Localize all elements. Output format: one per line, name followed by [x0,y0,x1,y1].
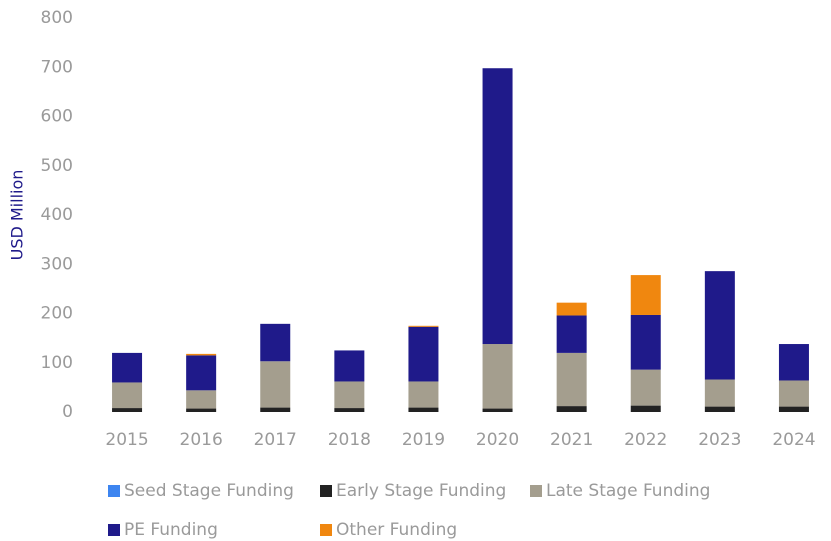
x-tick-label: 2020 [476,430,519,450]
bar-segment [704,379,735,407]
legend-swatch [320,524,332,536]
x-tick-label: 2021 [550,430,593,450]
x-tick-label: 2017 [254,430,297,450]
bar-segment [112,382,143,409]
y-tick-label: 400 [41,205,73,225]
legend-swatch [320,485,332,497]
bar-segment [630,275,661,315]
legend-label: Seed Stage Funding [124,481,294,501]
y-tick-label: 300 [41,254,73,274]
bar-segment [112,408,143,412]
x-tick-label: 2024 [772,430,815,450]
legend-swatch [530,485,542,497]
y-tick-label: 600 [41,107,73,127]
bar-segment [556,406,587,412]
bar-segment [186,355,217,391]
x-tick-label: 2022 [624,430,667,450]
bar-segment [778,406,809,412]
bar-segment [778,344,809,381]
y-tick-label: 800 [41,8,73,28]
x-tick-label: 2023 [698,430,741,450]
bar-segment [408,407,439,412]
bar-segment [260,361,291,408]
x-tick-label: 2018 [328,430,371,450]
bar-segment [186,353,217,356]
legend-label: Late Stage Funding [546,481,710,501]
legend-label: Other Funding [336,520,457,540]
bar-segment [556,302,587,316]
bar-segment [778,380,809,407]
bar-segment [112,352,143,383]
bar-segment [260,323,291,362]
x-tick-label: 2016 [180,430,223,450]
bar-segment [704,406,735,412]
bar-segment [704,271,735,380]
y-tick-label: 100 [41,353,73,373]
x-tick-label: 2015 [105,430,148,450]
bar-segment [186,408,217,412]
legend-swatch [108,485,120,497]
y-tick-label: 0 [62,402,73,422]
bar-segment [408,325,439,327]
bar-segment [482,344,513,409]
bar-segment [482,68,513,345]
bar-segment [482,408,513,412]
bar-segment [630,369,661,406]
legend-swatch [108,524,120,536]
bar-segment [630,314,661,370]
bar-segment [186,390,217,409]
bar-segment [334,408,365,412]
legend-label: Early Stage Funding [336,481,506,501]
bar-segment [260,407,291,412]
bar-segment [556,352,587,407]
bar-segment [334,350,365,382]
bar-segment [630,405,661,412]
y-tick-label: 200 [41,304,73,324]
y-axis-label: USD Million [8,170,27,261]
x-tick-label: 2019 [402,430,445,450]
bar-segment [334,381,365,409]
legend-label: PE Funding [124,520,218,540]
bar-segment [408,381,439,408]
bar-segment [556,315,587,353]
y-tick-label: 700 [41,57,73,77]
bar-segment [408,326,439,382]
y-tick-label: 500 [41,156,73,176]
